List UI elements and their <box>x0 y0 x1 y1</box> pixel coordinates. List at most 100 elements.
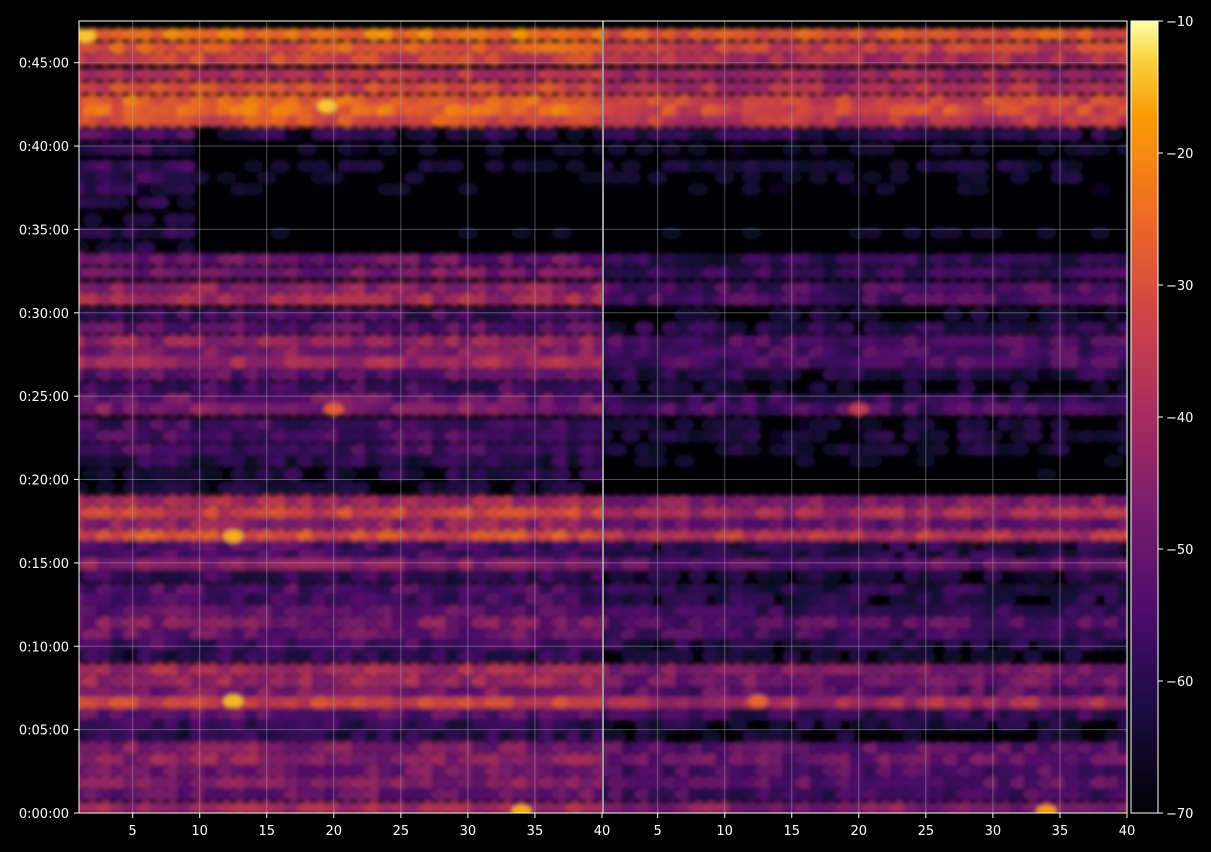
heatmap-cell <box>728 718 749 732</box>
heatmap-cell <box>1009 718 1030 732</box>
heatmap-cell <box>592 539 602 553</box>
colorbar: −70 −60 −50 −40 −30 −20 −10 <box>1130 15 1193 822</box>
heatmap-cell <box>592 104 602 118</box>
heatmap-cell <box>1117 52 1127 66</box>
heatmap-hotspot <box>1036 804 1057 813</box>
heatmap-cell <box>1117 696 1127 710</box>
heatmap-cell <box>592 171 602 185</box>
heatmap-cell <box>1117 674 1127 688</box>
heatmap-cell <box>1023 418 1044 431</box>
heatmap-cell <box>79 241 89 255</box>
heatmap-cell <box>592 368 602 381</box>
heatmap-cell <box>1117 393 1127 406</box>
heatmap-cell <box>484 159 505 173</box>
heatmap-panel-right <box>604 27 1127 813</box>
heatmap-cell <box>592 801 602 813</box>
heatmap-cell <box>604 159 614 173</box>
heatmap-cell <box>1036 468 1057 481</box>
heatmap-cell <box>1117 753 1127 767</box>
heatmap-cell <box>95 481 116 495</box>
heatmap-cell <box>728 321 749 335</box>
heatmap-cell <box>1117 94 1127 108</box>
heatmap-cell <box>795 454 816 468</box>
y-tick-label: 0:45:00 <box>19 57 69 72</box>
heatmap-cell <box>889 443 909 456</box>
heatmap-cell <box>942 308 963 321</box>
heatmap-cell <box>1117 494 1127 508</box>
heatmap-cell <box>1117 142 1127 156</box>
heatmap-cell <box>875 569 896 583</box>
heatmap-cell <box>551 468 572 481</box>
plot-frame <box>78 20 1128 814</box>
x-tick-label: 10 <box>716 824 733 839</box>
heatmap-cell <box>1063 729 1084 743</box>
heatmap-cell <box>592 27 602 41</box>
heatmap-cell <box>350 142 371 156</box>
x-axis: 5 10 15 20 25 30 35 40 5 10 15 20 25 30 35 40 <box>129 813 1135 839</box>
x-tick-label: 5 <box>129 824 137 839</box>
heatmap-cell <box>176 226 197 240</box>
heatmap-cell <box>862 418 883 431</box>
heatmap-cell <box>592 593 602 607</box>
y-axis: 0:00:00 0:05:00 0:10:00 0:15:00 0:20:00 0:25:… <box>19 57 79 822</box>
heatmap-cell <box>822 418 842 431</box>
heatmap-cell <box>996 649 1017 663</box>
heatmap-cell <box>982 226 1003 240</box>
heatmap-cell <box>592 764 602 778</box>
heatmap-cell <box>1009 171 1030 185</box>
x-tick-label: 25 <box>393 824 410 839</box>
heatmap-cell <box>1117 638 1127 652</box>
heatmap-cell <box>741 182 762 196</box>
heatmap-cell <box>647 454 668 468</box>
heatmap-cell <box>1076 593 1097 607</box>
heatmap-cell <box>1103 454 1124 468</box>
heatmap-cell <box>1063 171 1084 185</box>
heatmap-cell <box>969 308 990 321</box>
heatmap-cell <box>969 638 990 652</box>
heatmap-cell <box>1117 506 1127 520</box>
heatmap-hotspot <box>511 804 532 813</box>
heatmap-cell <box>176 159 197 173</box>
heatmap-cell <box>875 429 896 443</box>
heatmap-cell <box>404 171 425 185</box>
heatmap-cell <box>1049 443 1070 456</box>
heatmap-cell <box>511 226 532 240</box>
heatmap-cell <box>1103 127 1124 141</box>
heatmap-cell <box>592 443 602 456</box>
heatmap-cell <box>822 718 842 732</box>
heatmap-cell <box>714 171 735 185</box>
heatmap-cell <box>283 468 304 481</box>
heatmap-cell <box>1117 604 1127 618</box>
heatmap-cell <box>1117 616 1127 630</box>
heatmap-cell <box>634 321 655 335</box>
heatmap-cell <box>1117 114 1127 128</box>
heatmap-cell <box>310 159 331 173</box>
heatmap-cell <box>592 418 602 431</box>
heatmap-cell <box>136 241 157 255</box>
heatmap-cell <box>728 381 749 395</box>
heatmap-cell <box>915 418 936 431</box>
heatmap-cell <box>1117 569 1127 583</box>
heatmap-cell <box>538 159 559 173</box>
x-tick-label: 15 <box>783 824 800 839</box>
heatmap-cell <box>768 381 789 395</box>
heatmap-cell <box>1090 182 1111 196</box>
heatmap-cell <box>835 729 856 743</box>
heatmap-cell <box>604 381 614 395</box>
colorbar-tick-label: −10 <box>1166 15 1193 30</box>
heatmap-cell <box>1090 381 1111 395</box>
heatmap-cell <box>1117 27 1127 41</box>
heatmap-cell <box>592 94 602 108</box>
heatmap-cell <box>620 429 641 443</box>
heatmap-cell <box>862 308 883 321</box>
heatmap-cell <box>176 182 197 196</box>
heatmap-cell <box>592 663 602 677</box>
heatmap-cell <box>565 481 586 495</box>
heatmap-cell <box>1036 569 1057 583</box>
colorbar-ticks: −70 −60 −50 −40 −30 −20 −10 <box>1158 15 1193 822</box>
heatmap-cell <box>592 718 602 732</box>
heatmap-cell <box>364 159 384 173</box>
heatmap-cell <box>592 67 602 81</box>
heatmap-cell <box>1117 266 1127 280</box>
heatmap-cell <box>754 649 775 663</box>
